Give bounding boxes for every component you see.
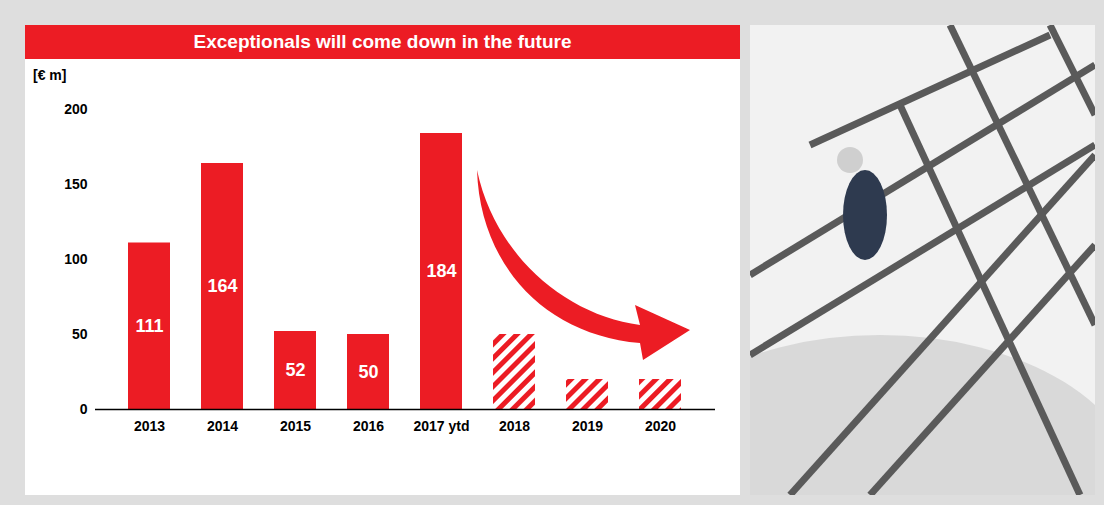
svg-text:50: 50: [358, 362, 378, 382]
html-text:[€ m]: [€ m]: [33, 67, 67, 83]
svg-text:2018: 2018: [499, 418, 530, 434]
svg-text:0: 0: [80, 401, 88, 417]
svg-text:100: 100: [64, 251, 88, 267]
svg-text:111: 111: [135, 316, 163, 336]
svg-text:2015: 2015: [280, 418, 311, 434]
svg-text:200: 200: [64, 101, 88, 117]
svg-text:2020: 2020: [645, 418, 676, 434]
svg-text:2019: 2019: [572, 418, 603, 434]
svg-text:2013: 2013: [134, 418, 165, 434]
svg-text:50: 50: [72, 326, 88, 342]
html-text:Exceptionals will come down in: Exceptionals will come down in the futur…: [193, 31, 572, 52]
svg-text:184: 184: [426, 261, 456, 281]
svg-text:2017 ytd: 2017 ytd: [413, 418, 469, 434]
svg-text:164: 164: [207, 276, 237, 296]
svg-text:150: 150: [64, 176, 88, 192]
svg-text:2016: 2016: [353, 418, 384, 434]
svg-text:2014: 2014: [207, 418, 238, 434]
svg-text:52: 52: [285, 360, 305, 380]
